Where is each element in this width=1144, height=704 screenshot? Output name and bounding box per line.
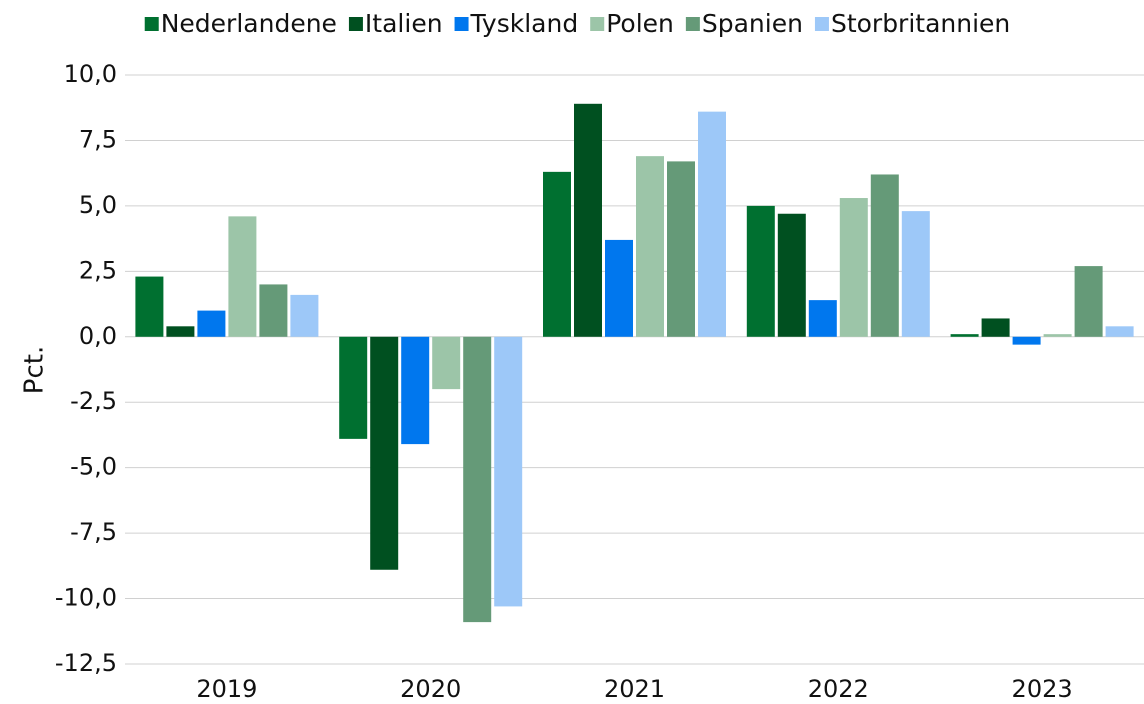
y-axis-label: Pct. [20,346,50,394]
bar [135,276,164,337]
y-tick-label: -2,5 [70,387,117,415]
bar [259,284,288,337]
bar [950,334,979,337]
y-tick-label: 7,5 [79,125,117,153]
bar [197,310,226,337]
y-tick-label: 2,5 [79,256,117,284]
legend-label: Spanien [702,9,803,38]
bar [777,213,806,337]
bar [574,103,602,337]
bar [605,239,633,337]
x-tick-label: 2020 [400,675,461,703]
bar [1105,326,1134,337]
y-tick-label: 5,0 [79,191,117,219]
x-tick-label: 2022 [808,675,869,703]
bar [1043,334,1072,337]
bar [746,205,775,337]
bar [370,336,399,570]
bar [870,174,899,337]
legend-label: Tyskland [470,9,579,38]
bar [494,336,523,607]
y-tick-label: -5,0 [70,453,117,481]
bar [228,216,257,337]
legend-label: Italien [365,9,443,38]
bar [636,156,664,337]
bar [667,161,695,337]
bar [808,300,837,337]
y-tick-label: -12,5 [55,649,117,677]
bar [463,336,492,623]
x-tick-label: 2019 [196,675,257,703]
legend-swatch [685,17,700,31]
legend-label: Polen [606,9,674,38]
bar [901,211,930,337]
y-tick-label: -10,0 [55,584,117,612]
bar [290,294,319,337]
x-tick-label: 2023 [1012,675,1073,703]
legend: Nederlandene Italien Tyskland Polen Spanien S… [144,9,1010,38]
legend-swatch [590,17,605,31]
legend-label: Nederlandene [161,9,337,38]
legend-swatch [814,17,829,31]
legend-swatch [454,17,469,31]
legend-swatch [144,17,159,31]
bar [839,198,868,337]
x-tick-label: 2021 [604,675,665,703]
y-tick-label: 10,0 [64,60,117,88]
bar [698,111,726,337]
bar [339,336,368,439]
bar [981,318,1010,337]
bar [432,336,461,390]
bar [1074,266,1103,337]
y-tick-label: 0,0 [79,322,117,350]
y-tick-label: -7,5 [70,518,117,546]
bar [1012,336,1041,345]
bar [543,171,571,337]
legend-swatch [348,17,363,31]
legend-label: Storbritannien [831,9,1010,38]
bar [401,336,430,445]
bar [166,326,195,337]
